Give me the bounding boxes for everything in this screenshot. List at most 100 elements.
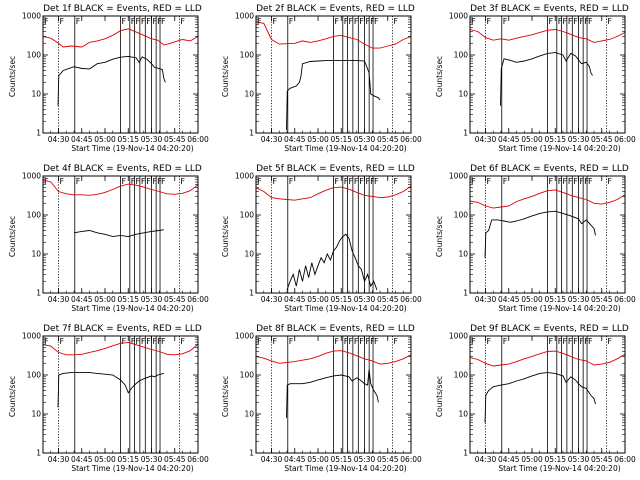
event-flag-label: F	[562, 17, 567, 26]
event-flag-label: F	[562, 337, 567, 346]
event-flag-label: F	[549, 177, 554, 186]
x-tick-label: 04:30	[475, 295, 497, 304]
y-tick-label: 100	[240, 371, 255, 380]
event-flag-label: F	[335, 337, 340, 346]
x-tick-label: 05:00	[94, 295, 116, 304]
y-tick-label: 100	[454, 51, 469, 60]
event-flag-label: F	[487, 17, 492, 26]
events-line	[57, 372, 165, 408]
x-tick-label: 05:30	[354, 135, 376, 144]
event-flag-label: F	[146, 17, 151, 26]
y-tick-label: 1	[249, 129, 254, 138]
event-flag-label: F	[153, 337, 158, 346]
x-tick-label: 05:30	[354, 455, 376, 464]
x-tick-label: 05:00	[307, 135, 329, 144]
event-flag-label: F	[141, 337, 146, 346]
x-tick-label: 05:15	[330, 135, 352, 144]
panel-title: Det 1f BLACK = Events, RED = LLD	[43, 4, 202, 14]
x-tick-label: 06:00	[187, 455, 209, 464]
x-tick-label: 05:15	[544, 295, 566, 304]
y-axis-label: Counts/sec	[8, 216, 17, 257]
panel-title: Det 5f BLACK = Events, RED = LLD	[256, 164, 415, 174]
y-axis-label: Counts/sec	[435, 56, 444, 97]
event-flag-label: F	[161, 337, 166, 346]
event-flag-label: F	[273, 337, 278, 346]
y-tick-label: 1000	[449, 332, 468, 341]
x-tick-label: 04:30	[261, 135, 283, 144]
event-flag-label: F	[180, 17, 185, 26]
y-tick-label: 1	[36, 289, 41, 298]
event-flag-label: F	[558, 177, 563, 186]
x-tick-label: 05:00	[521, 455, 543, 464]
x-tick-label: 06:00	[614, 135, 636, 144]
y-tick-label: 1000	[235, 12, 254, 21]
x-tick-label: 04:30	[261, 455, 283, 464]
y-tick-label: 1	[463, 449, 468, 458]
x-tick-label: 06:00	[614, 295, 636, 304]
x-tick-label: 06:00	[614, 455, 636, 464]
y-axis-label: Counts/sec	[435, 376, 444, 417]
y-tick-label: 10	[244, 250, 254, 259]
event-flag-label: F	[588, 337, 593, 346]
event-flag-label: F	[273, 177, 278, 186]
event-flag-label: F	[607, 337, 612, 346]
y-tick-label: 1000	[235, 172, 254, 181]
event-flag-label: F	[573, 177, 578, 186]
event-flag-label: F	[366, 337, 371, 346]
event-flag-label: F	[60, 337, 65, 346]
events-line	[484, 372, 596, 423]
y-tick-label: 1	[463, 289, 468, 298]
x-tick-label: 05:45	[377, 295, 399, 304]
x-tick-label: 06:00	[187, 135, 209, 144]
x-axis-label: Start Time (19-Nov-14 04:20:20)	[284, 464, 406, 473]
lld-line	[42, 28, 199, 48]
event-flag-label: F	[354, 337, 359, 346]
events-line	[57, 55, 166, 106]
x-axis-label: Start Time (19-Nov-14 04:20:20)	[498, 304, 620, 313]
x-tick-label: 04:45	[498, 295, 520, 304]
x-tick-label: 04:45	[498, 135, 520, 144]
event-flag-label: F	[580, 177, 585, 186]
event-flag-label: F	[568, 17, 573, 26]
lld-line	[42, 342, 199, 356]
x-tick-label: 04:45	[71, 295, 93, 304]
events-line	[286, 60, 381, 130]
y-tick-label: 100	[27, 371, 42, 380]
lld-line	[255, 350, 412, 365]
event-flag-label: F	[393, 177, 398, 186]
y-tick-label: 1	[463, 129, 468, 138]
x-tick-label: 04:30	[48, 295, 70, 304]
y-axis-label: Counts/sec	[221, 56, 230, 97]
event-flag-label: F	[60, 177, 65, 186]
event-flag-label: F	[359, 177, 364, 186]
y-tick-label: 100	[240, 211, 255, 220]
y-tick-label: 10	[458, 410, 468, 419]
x-tick-label: 05:45	[377, 455, 399, 464]
x-axis-label: Start Time (19-Nov-14 04:20:20)	[498, 144, 620, 153]
y-axis-label: Counts/sec	[8, 56, 17, 97]
x-tick-label: 05:15	[544, 455, 566, 464]
event-flag-label: F	[568, 337, 573, 346]
x-tick-label: 05:00	[307, 455, 329, 464]
x-tick-label: 05:00	[94, 135, 116, 144]
y-tick-label: 1	[36, 449, 41, 458]
x-axis-label: Start Time (19-Nov-14 04:20:20)	[71, 144, 193, 153]
panel-title: Det 4f BLACK = Events, RED = LLD	[43, 164, 202, 174]
event-flag-label: F	[374, 177, 379, 186]
x-tick-label: 04:45	[284, 455, 306, 464]
event-flag-label: F	[348, 337, 353, 346]
event-flag-label: F	[344, 177, 349, 186]
events-line	[73, 229, 164, 238]
lld-line	[255, 21, 412, 49]
event-flag-label: F	[344, 17, 349, 26]
event-flag-label: F	[131, 17, 136, 26]
event-flag-label: F	[607, 177, 612, 186]
panel-title: Det 2f BLACK = Events, RED = LLD	[256, 4, 415, 14]
x-tick-label: 04:30	[475, 135, 497, 144]
x-tick-label: 05:15	[117, 455, 139, 464]
